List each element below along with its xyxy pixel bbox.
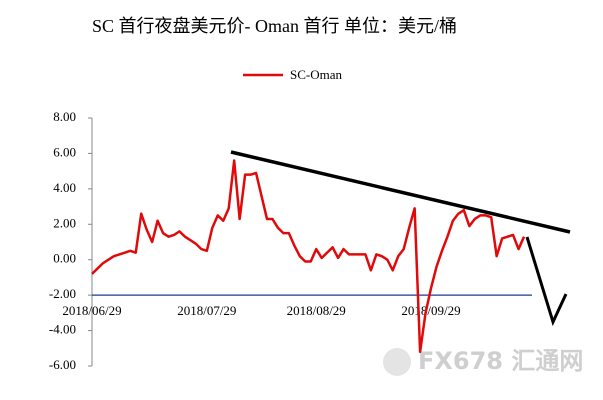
x-tick-label: 2018/06/29 [62, 303, 121, 318]
x-tick-label: 2018/07/29 [177, 303, 236, 318]
y-tick-label: -6.00 [49, 357, 76, 372]
x-tick-label: 2018/09/29 [401, 303, 460, 318]
y-tick-label: 0.00 [53, 251, 76, 266]
watermark-logo [383, 348, 411, 376]
y-tick-label: 2.00 [53, 215, 76, 230]
y-tick-label: 8.00 [53, 109, 76, 124]
x-tick-label: 2018/08/29 [287, 303, 346, 318]
watermark: FX678 汇通网 [418, 347, 583, 375]
trend-line [230, 150, 571, 234]
y-tick-label: -4.00 [49, 322, 76, 337]
legend-label: SC-Oman [290, 67, 343, 82]
y-tick-label: 4.00 [53, 180, 76, 195]
arrow [525, 236, 568, 327]
y-tick-label: 6.00 [53, 144, 76, 159]
chart-title: SC 首行夜盘美元价- Oman 首行 单位：美元/桶 [92, 16, 457, 36]
series-line [91, 159, 526, 354]
y-tick-label: -2.00 [49, 286, 76, 301]
